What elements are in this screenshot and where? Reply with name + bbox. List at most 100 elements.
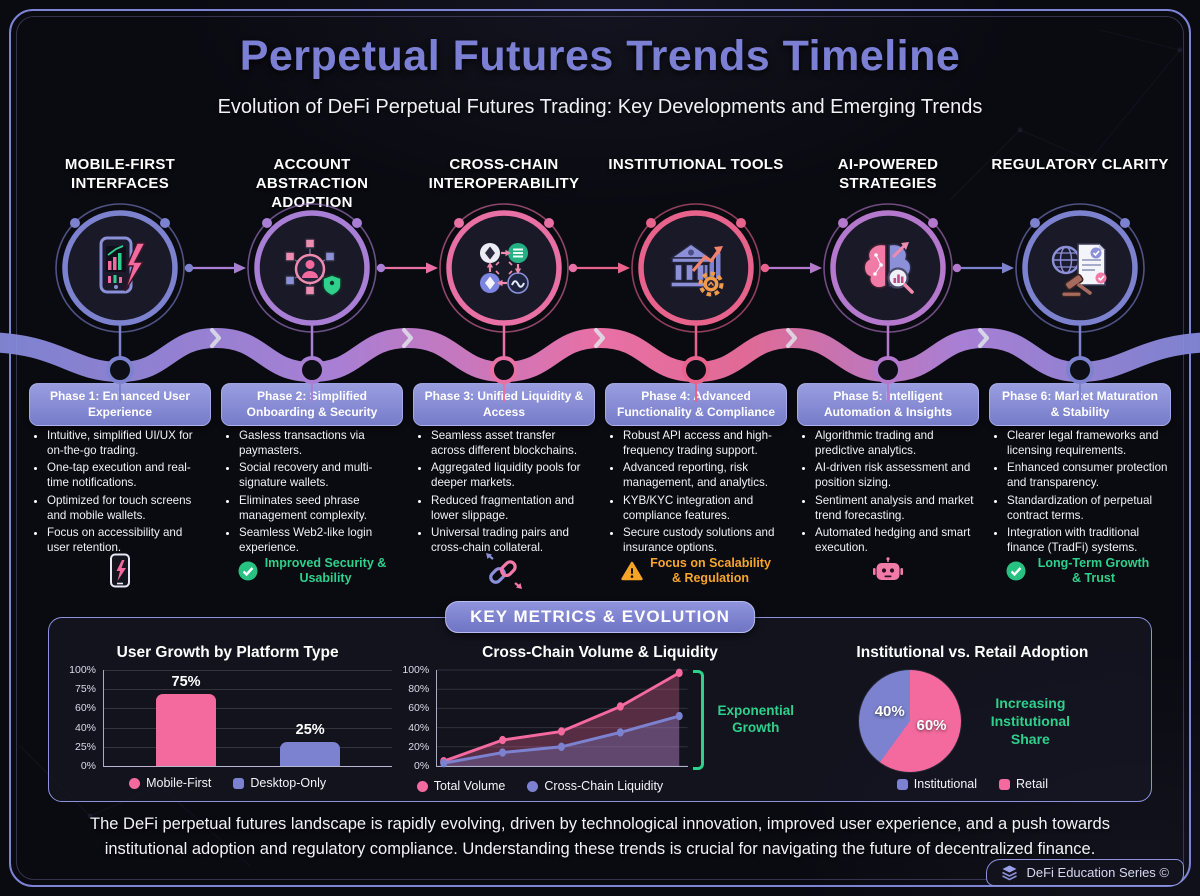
bullet: Seamless Web2-like login experience. — [239, 526, 400, 555]
bullet: Advanced reporting, risk management, and… — [623, 461, 784, 490]
bullet: KYB/KYC integration and compliance featu… — [623, 494, 784, 523]
layers-icon — [1002, 865, 1018, 881]
line-chart: Cross-Chain Volume & Liquidity 100% 80% 60… — [398, 644, 802, 795]
summary-text: The DeFi perpetual futures landscape is … — [90, 815, 1110, 858]
network-wallet-icon — [284, 238, 342, 297]
smartphone-icon — [110, 553, 130, 588]
footnote-cell-1 — [24, 544, 216, 598]
bar-Desktop-Only: 25% — [280, 722, 341, 766]
heading-cross-chain: CROSS-CHAIN INTEROPERABILITY — [428, 156, 580, 192]
footnote-cell-6: Long-Term Growth & Trust — [984, 544, 1176, 598]
pie-slice-label-Retail: 60% — [916, 716, 947, 734]
bar-Mobile-First: 75% — [156, 674, 217, 766]
check-circle-icon — [1006, 561, 1025, 581]
y-tick: 20% — [408, 740, 430, 753]
pie-chart-legend: Institutional Retail — [808, 777, 1137, 791]
pie-chart-title: Institutional vs. Retail Adoption — [856, 644, 1089, 661]
bullet: Seamless asset transfer across different… — [431, 429, 592, 458]
pie-chart: Institutional vs. Retail Adoption 60% 40%… — [808, 644, 1137, 795]
bullet: Universal trading pairs and cross-chain … — [431, 526, 592, 555]
bar-chart-plot: 75% 25% — [103, 670, 393, 767]
y-tick: 60% — [74, 702, 96, 715]
bullet-list-4: Robust API access and high-frequency tra… — [608, 429, 784, 556]
bank-growth-icon — [668, 243, 724, 297]
bullet: Optimized for touch screens and mobile w… — [47, 494, 208, 523]
warning-icon — [620, 561, 643, 581]
bar-chart-title: User Growth by Platform Type — [116, 644, 339, 661]
crypto-tokens-icon — [480, 243, 529, 294]
y-tick: 60% — [408, 702, 430, 715]
bullet: Clearer legal frameworks and licensing r… — [1007, 429, 1168, 458]
y-tick: 25% — [74, 740, 96, 753]
legend-item: Total Volume — [416, 779, 505, 793]
y-tick: 100% — [69, 664, 96, 676]
legend-item: Desktop-Only — [233, 776, 326, 790]
bullet: One-tap execution and real-time notifica… — [47, 461, 208, 490]
bullet: Eliminates seed phrase management comple… — [239, 494, 400, 523]
bullet: Intuitive, simplified UI/UX for on-the-g… — [47, 429, 208, 458]
bullet: Automated hedging and smart execution. — [815, 526, 976, 555]
y-tick: 40% — [408, 721, 430, 734]
page-title: Perpetual Futures Trends Timeline — [239, 32, 961, 80]
bullet: Gasless transactions via paymasters. — [239, 429, 400, 458]
timeline-decoration — [0, 203, 1200, 402]
footnote-label: Improved Security & Usability — [264, 556, 387, 585]
bullet-list-2: Gasless transactions via paymasters. Soc… — [224, 429, 400, 556]
bullet-list-1: Intuitive, simplified UI/UX for on-the-g… — [32, 429, 208, 556]
ai-brain-icon — [863, 242, 914, 294]
robot-icon — [873, 557, 903, 580]
y-tick: 80% — [408, 683, 430, 696]
bullet: Algorithmic trading and predictive analy… — [815, 429, 976, 458]
y-tick: 0% — [80, 760, 96, 772]
growth-bracket — [692, 670, 704, 770]
heading-regulatory: REGULATORY CLARITY — [991, 156, 1169, 173]
phase-pill-1: Phase 1: Enhanced User Experience — [29, 383, 211, 427]
page-subtitle: Evolution of DeFi Perpetual Futures Trad… — [217, 96, 983, 118]
bullet: Enhanced consumer protection and transpa… — [1007, 461, 1168, 490]
bullet: Sentiment analysis and market trend fore… — [815, 494, 976, 523]
y-tick: 40% — [74, 721, 96, 734]
pie-slice-label-Institutional: 40% — [874, 702, 905, 720]
bar-value-label: 25% — [295, 722, 325, 738]
bar-chart-bars: 75% 25% — [104, 670, 392, 766]
footnote-cell-3 — [408, 544, 600, 598]
footnote-cell-5 — [792, 544, 984, 598]
legend-item: Cross-Chain Liquidity — [527, 779, 663, 793]
bullet-list-5: Algorithmic trading and predictive analy… — [800, 429, 976, 556]
line-chart-legend: Total Volume Cross-Chain Liquidity — [278, 779, 802, 793]
y-tick: 0% — [414, 760, 430, 772]
chain-link-icon — [486, 553, 522, 589]
footnote-label: Focus on Scalability & Regulation — [650, 556, 771, 585]
bullet-list-3: Seamless asset transfer across different… — [416, 429, 592, 556]
line-chart-annotation: Exponential Growth — [717, 703, 795, 735]
footnote-label: Long-Term Growth & Trust — [1037, 556, 1150, 585]
pie-graphic: 60% 40% — [859, 670, 962, 772]
legend-item: Institutional — [896, 777, 977, 791]
footnote-cell-4: Focus on Scalability & Regulation — [600, 544, 792, 598]
bullet: Focus on accessibility and user retentio… — [47, 526, 208, 555]
gavel-document-icon — [1051, 243, 1107, 298]
heading-account-abstraction: ACCOUNT ABSTRACTION ADOPTION — [255, 156, 369, 211]
bullet: AI-driven risk assessment and position s… — [815, 461, 976, 490]
bar-chart-y-axis: 100% 75% 60% 40% 25% 0% — [63, 664, 103, 772]
bullet: Social recovery and multi-signature wall… — [239, 461, 400, 490]
brand-label: DeFi Education Series © — [1026, 865, 1169, 880]
bullet: Aggregated liquidity pools for deeper ma… — [431, 461, 592, 490]
brand-badge: DeFi Education Series © — [986, 859, 1184, 886]
timeline-ribbon — [0, 203, 1200, 402]
metrics-section-title: KEY METRICS & EVOLUTION — [445, 601, 755, 633]
bullet: Reduced fragmentation and lower slippage… — [431, 494, 592, 523]
bar-chart: User Growth by Platform Type 100% 75% 60% 4… — [63, 644, 393, 795]
heading-institutional: INSTITUTIONAL TOOLS — [608, 156, 784, 173]
constellation-decoration-top-right — [949, 29, 1183, 201]
heading-ai-powered: AI-POWERED STRATEGIES — [837, 156, 939, 192]
key-metrics-panel: User Growth by Platform Type 100% 75% 60% 4… — [48, 617, 1152, 802]
y-tick: 100% — [402, 664, 430, 676]
footnote-cell-2: Improved Security & Usability — [216, 544, 408, 598]
bullet-list-6: Clearer legal frameworks and licensing r… — [992, 429, 1168, 556]
heading-mobile-first: MOBILE-FIRST INTERFACES — [64, 156, 176, 192]
line-chart-title: Cross-Chain Volume & Liquidity — [482, 644, 718, 661]
check-circle-icon — [238, 561, 257, 581]
line-chart-plot — [436, 668, 688, 768]
pie-chart-annotation: Increasing Institutional Share — [990, 694, 1071, 748]
